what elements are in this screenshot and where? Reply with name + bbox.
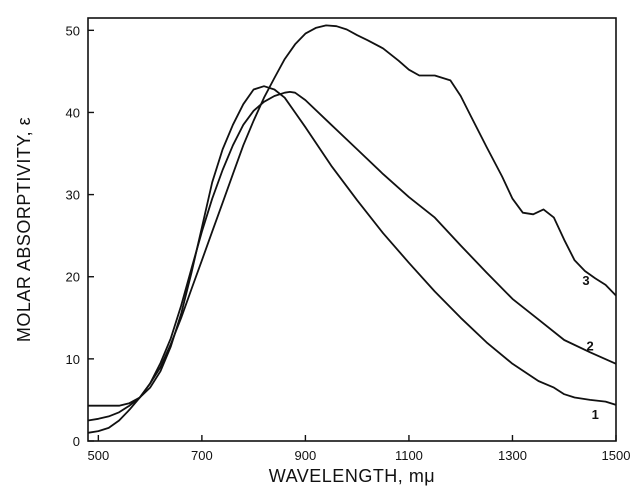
- y-axis-label: MOLAR ABSORPTIVITY, ε: [14, 117, 34, 342]
- y-tick-label: 20: [66, 270, 80, 285]
- y-tick-label: 10: [66, 352, 80, 367]
- y-tick-label: 50: [66, 23, 80, 38]
- y-tick-label: 30: [66, 188, 80, 203]
- series-line-3: [87, 24, 617, 434]
- x-tick-label: 1500: [602, 448, 631, 463]
- x-axis-label: WAVELENGTH, mμ: [269, 466, 435, 486]
- x-tick-label: 1300: [498, 448, 527, 463]
- x-tick-label: 900: [295, 448, 317, 463]
- x-tick-label: 700: [191, 448, 213, 463]
- series-label-3: 3: [582, 273, 589, 288]
- y-axis: 0 10 20 30 40 50: [66, 23, 94, 449]
- plot-frame: [87, 17, 617, 442]
- series-label-2: 2: [587, 339, 594, 354]
- series-labels: 1 2 3: [582, 273, 599, 422]
- x-tick-label: 500: [88, 448, 110, 463]
- series-layer: [87, 24, 617, 434]
- y-tick-label: 0: [73, 434, 80, 449]
- series-line-2: [87, 91, 617, 422]
- series-label-1: 1: [592, 407, 599, 422]
- y-tick-label: 40: [66, 105, 80, 120]
- x-tick-label: 1100: [395, 448, 423, 463]
- x-axis: 500 700 900 1100 1300 1500: [88, 435, 631, 463]
- series-line-1: [88, 85, 617, 407]
